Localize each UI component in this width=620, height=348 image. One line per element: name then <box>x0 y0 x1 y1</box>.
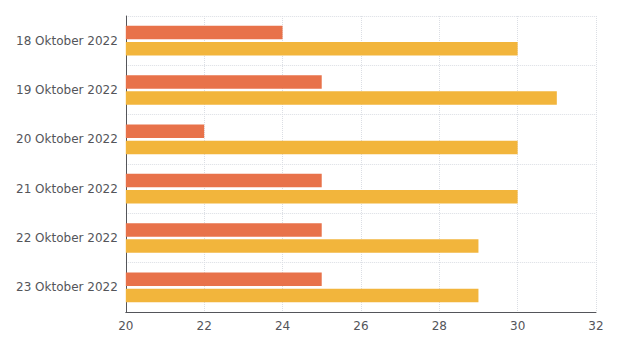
svg-text:32: 32 <box>588 319 603 333</box>
svg-text:21 Oktober 2022: 21 Oktober 2022 <box>16 182 118 196</box>
svg-text:22: 22 <box>197 319 212 333</box>
svg-text:20 Oktober 2022: 20 Oktober 2022 <box>16 132 118 146</box>
svg-text:19 Oktober 2022: 19 Oktober 2022 <box>16 83 118 97</box>
svg-text:26: 26 <box>353 319 368 333</box>
svg-text:24: 24 <box>275 319 290 333</box>
svg-text:18 Oktober 2022: 18 Oktober 2022 <box>16 34 118 48</box>
svg-text:20: 20 <box>118 319 133 333</box>
svg-text:22 Oktober 2022: 22 Oktober 2022 <box>16 231 118 245</box>
svg-text:30: 30 <box>510 319 525 333</box>
svg-text:28: 28 <box>432 319 447 333</box>
svg-text:23 Oktober 2022: 23 Oktober 2022 <box>16 280 118 294</box>
